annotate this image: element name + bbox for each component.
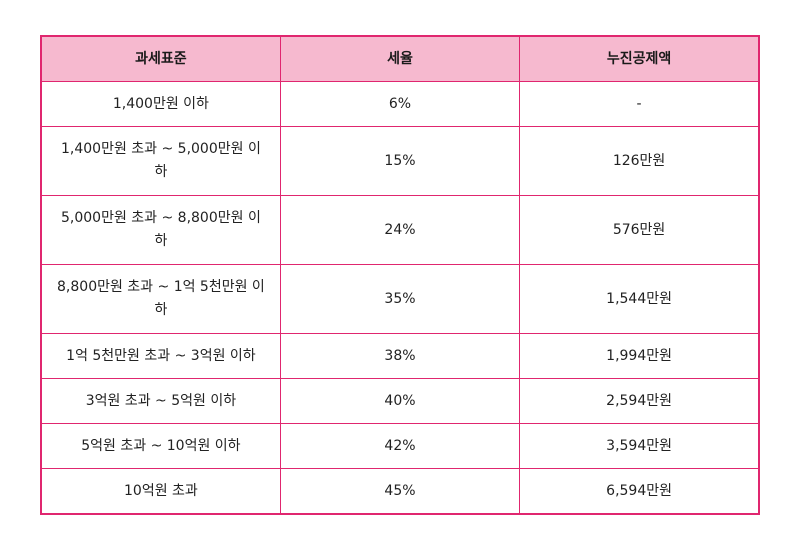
cell-deduction: 2,594만원	[519, 378, 760, 424]
table-header-row: 과세표준 세율 누진공제액	[40, 35, 760, 82]
table-row: 8,800만원 초과 ~ 1억 5천만원 이하 35% 1,544만원	[40, 264, 760, 334]
table-row: 1,400만원 초과 ~ 5,000만원 이하 15% 126만원	[40, 126, 760, 196]
cell-deduction: 6,594만원	[519, 468, 760, 515]
cell-deduction: 3,594만원	[519, 423, 760, 469]
table-row: 1,400만원 이하 6% -	[40, 81, 760, 127]
cell-tax-base: 3억원 초과 ~ 5억원 이하	[40, 378, 281, 424]
header-tax-rate: 세율	[279, 35, 521, 82]
header-tax-base: 과세표준	[40, 35, 281, 82]
cell-deduction: 1,544만원	[519, 264, 760, 334]
table-row: 10억원 초과 45% 6,594만원	[40, 468, 760, 515]
cell-tax-base: 5,000만원 초과 ~ 8,800만원 이하	[40, 195, 281, 265]
cell-tax-rate: 38%	[279, 333, 521, 379]
cell-deduction: 576만원	[519, 195, 760, 265]
cell-tax-rate: 42%	[279, 423, 521, 469]
cell-tax-rate: 35%	[279, 264, 521, 334]
cell-tax-base: 8,800만원 초과 ~ 1억 5천만원 이하	[40, 264, 281, 334]
table-row: 5억원 초과 ~ 10억원 이하 42% 3,594만원	[40, 423, 760, 469]
cell-tax-rate: 40%	[279, 378, 521, 424]
cell-deduction: -	[519, 81, 760, 127]
cell-tax-rate: 24%	[279, 195, 521, 265]
cell-tax-base: 5억원 초과 ~ 10억원 이하	[40, 423, 281, 469]
table-row: 3억원 초과 ~ 5억원 이하 40% 2,594만원	[40, 378, 760, 424]
cell-tax-base: 10억원 초과	[40, 468, 281, 515]
cell-tax-rate: 15%	[279, 126, 521, 196]
cell-tax-rate: 6%	[279, 81, 521, 127]
header-progressive-deduction: 누진공제액	[519, 35, 760, 82]
cell-tax-base: 1,400만원 이하	[40, 81, 281, 127]
table-row: 1억 5천만원 초과 ~ 3억원 이하 38% 1,994만원	[40, 333, 760, 379]
cell-deduction: 1,994만원	[519, 333, 760, 379]
cell-tax-rate: 45%	[279, 468, 521, 515]
cell-deduction: 126만원	[519, 126, 760, 196]
cell-tax-base: 1억 5천만원 초과 ~ 3억원 이하	[40, 333, 281, 379]
income-tax-rate-table: 과세표준 세율 누진공제액 1,400만원 이하 6% - 1,400만원 초과…	[40, 35, 760, 515]
cell-tax-base: 1,400만원 초과 ~ 5,000만원 이하	[40, 126, 281, 196]
table-row: 5,000만원 초과 ~ 8,800만원 이하 24% 576만원	[40, 195, 760, 265]
